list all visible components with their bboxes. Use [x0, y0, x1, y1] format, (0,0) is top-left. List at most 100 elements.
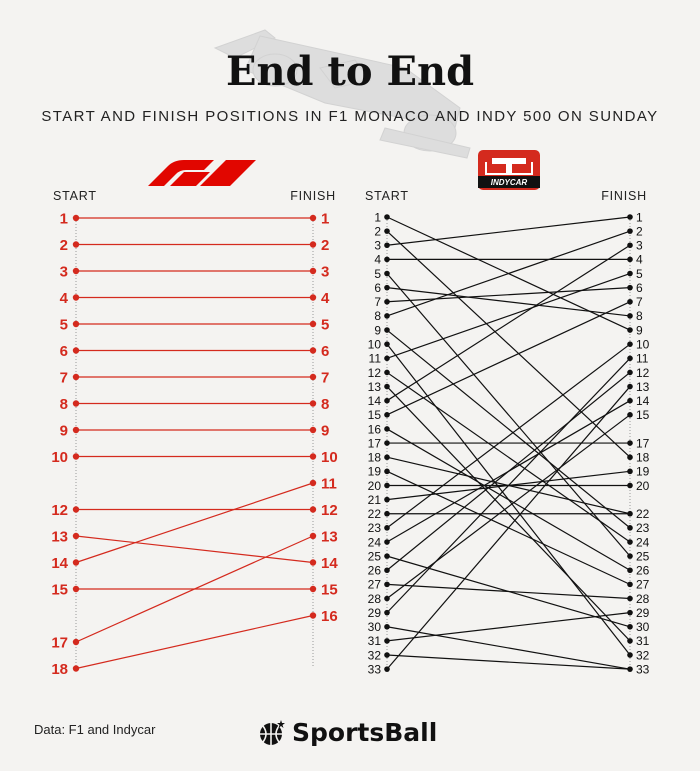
indy-finish-dot-11: [627, 355, 633, 362]
indy-start-label-8: 8: [374, 309, 381, 323]
indy-start-dot-11: [384, 355, 390, 362]
indy-start-label-14: 14: [368, 394, 382, 408]
f1-finish-label-3: 3: [321, 263, 329, 280]
indy-finish-label-7: 7: [636, 295, 643, 309]
indy-line-11-to-5: [386, 272, 631, 359]
indy-line-30-to-33: [386, 626, 631, 670]
f1-finish-label-9: 9: [321, 422, 329, 439]
f1-finish-label-13: 13: [321, 528, 338, 545]
f1-finish-dot-10: [309, 453, 317, 460]
indy-start-label-12: 12: [368, 366, 382, 380]
indy-line-32-to-33: [386, 654, 631, 670]
f1-finish-label-6: 6: [321, 343, 329, 360]
f1-finish-dot-8: [309, 400, 317, 407]
indy-finish-dot-25: [627, 553, 633, 559]
indy-start-dot-27: [384, 581, 390, 588]
f1-start-dot-6: [72, 347, 80, 354]
indy-finish-label-29: 29: [636, 606, 650, 620]
f1-line-13-to-14: [75, 535, 314, 564]
indy-start-dot-25: [384, 553, 390, 559]
f1-start-label-1: 1: [60, 210, 68, 227]
indy-line-27-to-28: [386, 583, 631, 600]
indy-start-label-17: 17: [368, 436, 382, 450]
f1-start-label-6: 6: [60, 343, 68, 360]
brand-logo: SportsBall: [258, 718, 437, 747]
f1-finish-dot-16: [309, 612, 317, 619]
f1-finish-label-14: 14: [321, 555, 338, 572]
indy-finish-label-33: 33: [636, 662, 650, 676]
indy-finish-label-4: 4: [636, 253, 643, 267]
indy-start-dot-28: [384, 595, 390, 602]
f1-start-label-8: 8: [60, 396, 68, 413]
indy-line-15-to-7: [386, 301, 631, 416]
f1-start-label-7: 7: [60, 369, 68, 386]
indy-start-label-16: 16: [368, 422, 382, 436]
f1-start-dot-3: [72, 267, 80, 275]
indy-finish-dot-19: [627, 468, 633, 475]
indy-line-6-to-8: [386, 287, 631, 317]
indy-start-dot-14: [384, 397, 390, 404]
indy-finish-dot-17: [627, 440, 633, 446]
f1-finish-dot-6: [309, 347, 317, 354]
indy-finish-dot-29: [627, 609, 633, 616]
indy-finish-label-17: 17: [636, 436, 650, 450]
f1-start-label-9: 9: [60, 422, 68, 439]
f1-start-dot-2: [72, 241, 80, 248]
f1-line-18-to-16: [75, 614, 314, 670]
indy-start-dot-18: [384, 454, 390, 461]
indy-start-dot-26: [384, 567, 390, 574]
indy-start-dot-12: [384, 369, 390, 376]
indy-finish-dot-15: [627, 412, 633, 418]
indy-line-31-to-29: [386, 612, 631, 642]
indy-start-dot-10: [384, 341, 390, 347]
f1-start-label-5: 5: [60, 316, 68, 333]
indy-finish-label-27: 27: [636, 578, 650, 592]
f1-finish-label-11: 11: [321, 475, 337, 492]
indy-start-label-24: 24: [368, 535, 382, 549]
indy-line-29-to-11: [386, 357, 631, 614]
indy-start-dot-32: [384, 652, 390, 658]
indy-start-dot-5: [384, 270, 390, 277]
indy-finish-label-20: 20: [636, 479, 650, 493]
indy-line-7-to-6: [386, 287, 631, 303]
indy-start-label-2: 2: [374, 224, 381, 238]
f1-start-label-3: 3: [60, 263, 68, 280]
f1-finish-label-16: 16: [321, 608, 338, 625]
indy-start-dot-23: [384, 525, 390, 531]
indy-finish-label-23: 23: [636, 521, 650, 535]
f1-logo: [148, 160, 256, 186]
indy-finish-dot-8: [627, 313, 633, 319]
indy-start-dot-21: [384, 496, 390, 503]
indy-finish-label-12: 12: [636, 366, 650, 380]
f1-finish-dot-4: [309, 294, 317, 301]
f1-start-label-2: 2: [60, 237, 68, 254]
indy-start-label-20: 20: [368, 479, 382, 493]
indy-finish-dot-32: [627, 652, 633, 658]
indy-finish-header: FINISH: [601, 189, 647, 203]
indy-start-dot-20: [384, 482, 390, 489]
indy-finish-label-6: 6: [636, 281, 643, 295]
indy-line-23-to-10: [386, 343, 631, 529]
indy-start-label-13: 13: [368, 380, 382, 394]
indy-start-dot-4: [384, 256, 390, 263]
indy-finish-label-3: 3: [636, 239, 643, 253]
indy-start-dot-24: [384, 539, 390, 545]
f1-start-dot-12: [72, 506, 80, 513]
f1-finish-label-10: 10: [321, 449, 338, 466]
indy-start-label-1: 1: [374, 210, 381, 224]
indy-start-label-3: 3: [374, 239, 381, 253]
indy-start-label-18: 18: [368, 451, 382, 465]
indy-finish-label-24: 24: [636, 535, 650, 549]
indy-line-33-to-13: [386, 386, 631, 670]
indy-finish-label-10: 10: [636, 337, 650, 351]
indy-finish-label-1: 1: [636, 210, 643, 224]
indy-start-dot-3: [384, 242, 390, 249]
indy-line-16-to-26: [386, 428, 631, 571]
f1-finish-label-5: 5: [321, 316, 329, 333]
indy-start-label-19: 19: [368, 465, 382, 479]
indy-start-dot-29: [384, 609, 390, 616]
indy-finish-label-13: 13: [636, 380, 650, 394]
f1-finish-label-4: 4: [321, 290, 330, 307]
indy-finish-dot-1: [627, 214, 633, 220]
indy-start-label-33: 33: [368, 662, 382, 676]
